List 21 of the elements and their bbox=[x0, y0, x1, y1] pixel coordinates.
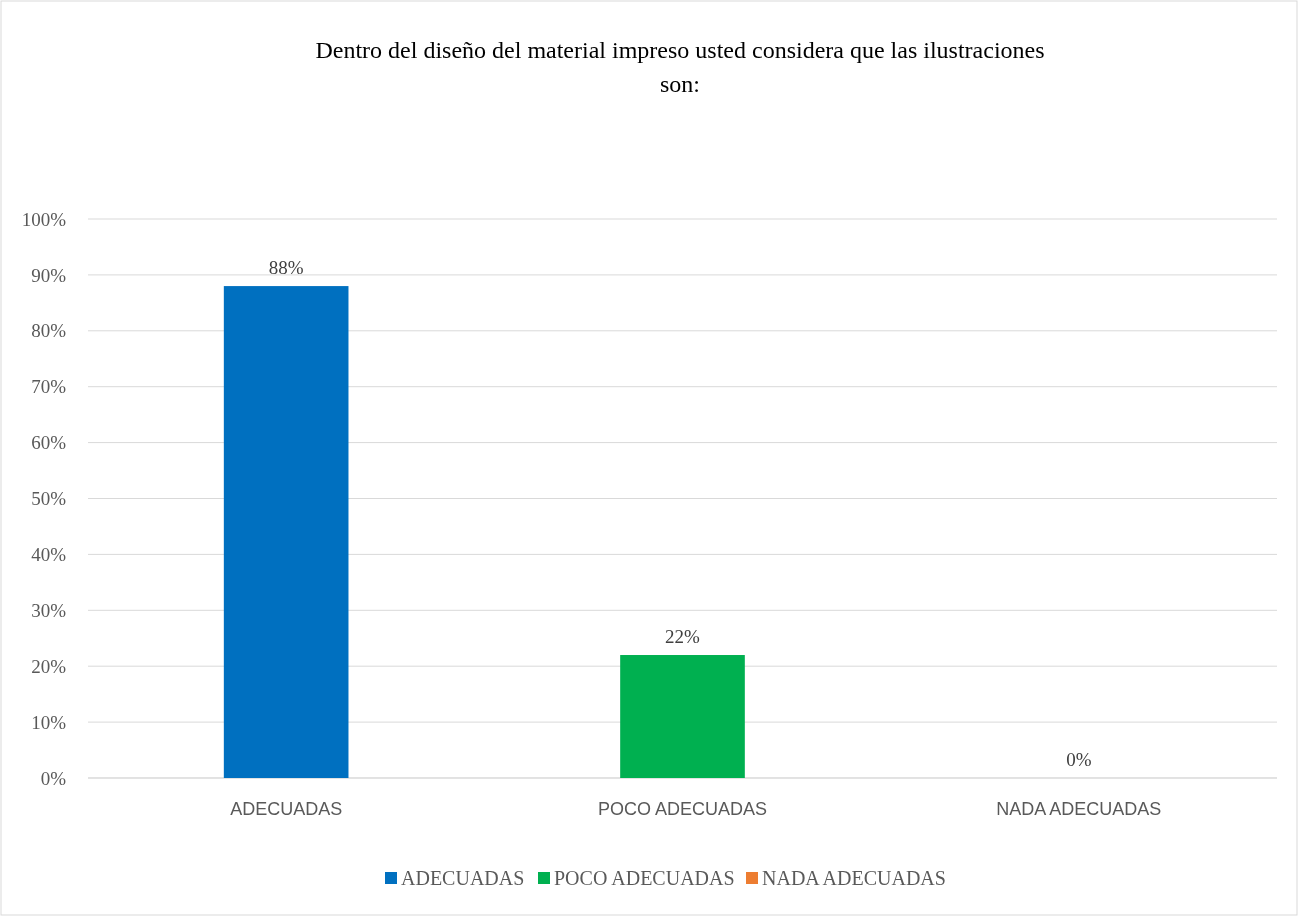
data-label: 0% bbox=[1066, 749, 1092, 770]
y-tick-label: 70% bbox=[31, 376, 67, 398]
y-tick-label: 20% bbox=[31, 655, 67, 677]
y-tick-label: 10% bbox=[31, 711, 67, 733]
x-tick-label: NADA ADECUADAS bbox=[996, 799, 1162, 819]
y-tick-label: 60% bbox=[31, 432, 67, 454]
x-tick-label: ADECUADAS bbox=[230, 799, 343, 819]
legend-label: NADA ADECUADAS bbox=[762, 867, 946, 889]
y-tick-label: 80% bbox=[31, 320, 67, 342]
y-tick-label: 30% bbox=[31, 599, 67, 621]
chart-title: Dentro del diseño del material impreso usted considera que las ilustraciones son: bbox=[315, 37, 1045, 97]
x-tick-label: POCO ADECUADAS bbox=[597, 799, 768, 819]
y-tick-label: 40% bbox=[31, 544, 67, 566]
y-tick-label: 0% bbox=[40, 767, 67, 789]
legend-label: ADECUADAS bbox=[401, 867, 525, 889]
data-label: 22% bbox=[665, 626, 701, 648]
y-tick-label: 100% bbox=[21, 208, 67, 230]
y-tick-label: 50% bbox=[31, 488, 67, 510]
y-tick-label: 90% bbox=[31, 264, 67, 286]
legend-label: POCO ADECUADAS bbox=[554, 867, 735, 889]
data-label: 88% bbox=[268, 257, 304, 279]
